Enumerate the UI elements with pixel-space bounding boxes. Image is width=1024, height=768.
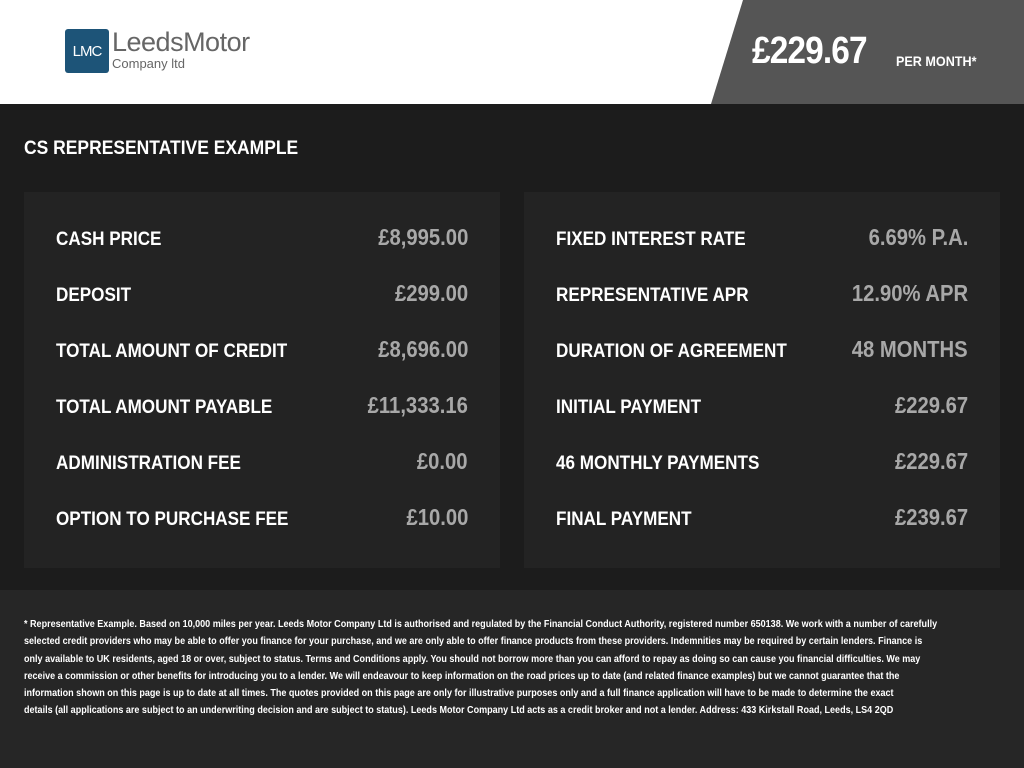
- row-value: £229.67: [894, 391, 968, 418]
- row-label: OPTION TO PURCHASE FEE: [56, 509, 289, 530]
- finance-panel-right: FIXED INTEREST RATE 6.69% P.A. REPRESENTA…: [524, 192, 1000, 568]
- finance-row: DEPOSIT £299.00: [56, 268, 468, 324]
- row-label: TOTAL AMOUNT PAYABLE: [56, 397, 273, 418]
- disclaimer-line: information shown on this page is up to …: [24, 687, 894, 700]
- row-value: 6.69% P.A.: [868, 223, 968, 250]
- finance-row: CASH PRICE £8,995.00: [56, 212, 468, 268]
- disclaimer-line: details (all applications are subject to…: [24, 704, 894, 717]
- company-logo[interactable]: LMC LeedsMotor Company ltd: [65, 29, 250, 73]
- row-label: 46 MONTHLY PAYMENTS: [556, 453, 760, 474]
- monthly-price-panel: [711, 0, 1024, 104]
- row-value: 48 MONTHS: [852, 335, 968, 362]
- row-value: £229.67: [894, 447, 968, 474]
- per-month-label: PER MONTH*: [896, 53, 977, 69]
- row-value: £239.67: [894, 503, 968, 530]
- finance-row: 46 MONTHLY PAYMENTS £229.67: [556, 436, 968, 492]
- row-value: £10.00: [406, 503, 468, 530]
- disclaimer: * Representative Example. Based on 10,00…: [0, 590, 1024, 768]
- finance-panel-left: CASH PRICE £8,995.00 DEPOSIT £299.00 TOTAL…: [24, 192, 500, 568]
- disclaimer-line: * Representative Example. Based on 10,00…: [24, 618, 938, 630]
- logo-mark: LMC: [65, 29, 109, 73]
- row-value: 12.90% APR: [851, 279, 968, 306]
- row-value: £11,333.16: [367, 391, 468, 418]
- finance-row: DURATION OF AGREEMENT 48 MONTHS: [556, 324, 968, 380]
- row-label: ADMINISTRATION FEE: [56, 453, 241, 474]
- logo-name: LeedsMotor: [112, 27, 250, 57]
- disclaimer-line: only available to UK residents, aged 18 …: [24, 652, 921, 665]
- logo-subtitle: Company ltd: [112, 56, 185, 71]
- finance-row: REPRESENTATIVE APR 12.90% APR: [556, 268, 968, 324]
- finance-row: ADMINISTRATION FEE £0.00: [56, 436, 468, 492]
- row-value: £299.00: [394, 279, 468, 306]
- finance-row: OPTION TO PURCHASE FEE £10.00: [56, 492, 468, 548]
- row-label: DEPOSIT: [56, 285, 132, 306]
- row-label: FINAL PAYMENT: [556, 509, 692, 530]
- monthly-price: £229.67: [752, 30, 868, 72]
- row-value: £8,995.00: [377, 223, 468, 250]
- row-label: CASH PRICE: [56, 229, 162, 250]
- row-label: TOTAL AMOUNT OF CREDIT: [56, 341, 288, 362]
- row-label: DURATION OF AGREEMENT: [556, 341, 787, 362]
- row-value: £0.00: [417, 447, 468, 474]
- finance-row: INITIAL PAYMENT £229.67: [556, 380, 968, 436]
- disclaimer-line: selected credit providers who may be abl…: [24, 635, 923, 648]
- disclaimer-line: receive a commission or other benefits f…: [24, 669, 900, 682]
- finance-row: FINAL PAYMENT £239.67: [556, 492, 968, 548]
- finance-row: FIXED INTEREST RATE 6.69% P.A.: [556, 212, 968, 268]
- finance-row: TOTAL AMOUNT PAYABLE £11,333.16: [56, 380, 468, 436]
- row-label: REPRESENTATIVE APR: [556, 285, 749, 306]
- row-label: INITIAL PAYMENT: [556, 397, 702, 418]
- row-label: FIXED INTEREST RATE: [556, 229, 746, 250]
- row-value: £8,696.00: [377, 335, 468, 362]
- section-title: CS REPRESENTATIVE EXAMPLE: [24, 138, 299, 159]
- finance-row: TOTAL AMOUNT OF CREDIT £8,696.00: [56, 324, 468, 380]
